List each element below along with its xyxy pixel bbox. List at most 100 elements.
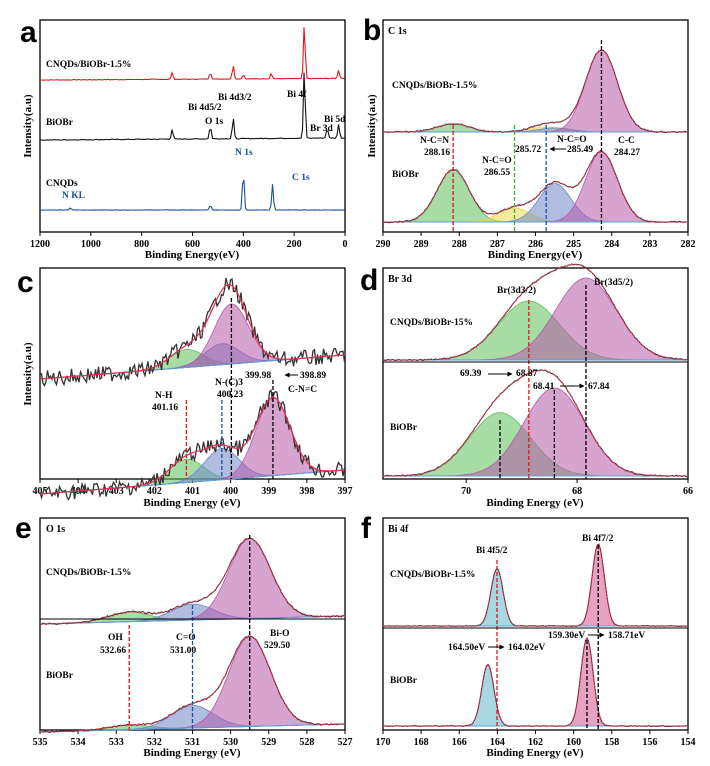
panel-d-annot-1-label: Br(3d5/2) bbox=[594, 277, 633, 288]
panel-b-tick-label: 283 bbox=[642, 239, 657, 250]
panel-e-tick-label: 529 bbox=[261, 737, 276, 748]
panel-f-annot-4-value: 159.30eV bbox=[548, 631, 585, 641]
panel-f-fit-envelope bbox=[383, 636, 688, 727]
panel-f-annot-1-label: Bi 4f7/2 bbox=[582, 534, 614, 544]
panel-a-series-biobr bbox=[39, 72, 345, 141]
panel-a-ylabel: Intensity(a.u) bbox=[22, 94, 34, 158]
panel-e-xticks: 535 534 533 532 531 530 529 528 527 bbox=[33, 730, 353, 748]
panel-a: a 1200 1000 800 600 400 200 0 Binding Energy(e… bbox=[20, 16, 348, 261]
panel-d-component bbox=[383, 387, 688, 477]
panel-f-xlabel: Binding Energy (eV) bbox=[486, 747, 584, 759]
panel-a-letter: a bbox=[20, 16, 37, 49]
panel-e-tick-label: 533 bbox=[109, 737, 124, 748]
panel-c-annot-0-label: N-H bbox=[155, 391, 173, 401]
panel-b-tick-label: 290 bbox=[376, 239, 391, 250]
panel-a-tick-label: 400 bbox=[236, 239, 251, 250]
panel-b-annot-0-label: N-C=N bbox=[420, 136, 449, 146]
panel-d-annot-5-value: 67.84 bbox=[588, 382, 610, 392]
panel-c-tick-label: 401 bbox=[185, 486, 200, 497]
panel-e-series-label-0: CNQDs/BiOBr-1.5% bbox=[46, 568, 131, 578]
panel-e: e O 1s 535 534 533 532 531 530 529 528 527 Bindi… bbox=[15, 512, 353, 759]
panel-e-tick-label: 535 bbox=[33, 737, 48, 748]
panel-d-title: Br 3d bbox=[388, 274, 412, 285]
panel-a-series-cnqds-biobr bbox=[40, 27, 345, 81]
panel-b: b C 1s 290 289 288 287 286 285 284 283 282 Bindi… bbox=[363, 14, 696, 261]
panel-c-annot-3-label: C-N=C bbox=[288, 385, 317, 395]
panel-d-xlabel: Binding Energy (eV) bbox=[486, 497, 584, 509]
panel-c-tick-label: 405 bbox=[33, 486, 48, 497]
panel-f-annot-2-value: 164.50eV bbox=[448, 643, 485, 653]
panel-e-fit-envelope bbox=[40, 537, 345, 625]
panel-f-frame bbox=[382, 517, 689, 731]
panel-d-annot-2-value: 69.39 bbox=[460, 369, 482, 379]
panel-c: c 405 404 403 402 401 400 399 398 397 Binding En… bbox=[17, 266, 353, 509]
panel-b-annot-4-label: C-C bbox=[618, 136, 635, 146]
panel-f-tick-label: 162 bbox=[528, 737, 543, 748]
panel-a-xlabel: Binding Energy(eV) bbox=[145, 249, 240, 261]
panel-b-raw-data bbox=[382, 49, 688, 134]
panel-e-tick-label: 531 bbox=[185, 737, 200, 748]
panel-e-plot bbox=[39, 535, 346, 734]
panel-b-annot-1-label: N-C=O bbox=[482, 156, 512, 166]
panel-a-tick-label: 1200 bbox=[30, 239, 50, 250]
panel-e-tick-label: 534 bbox=[71, 737, 86, 748]
panel-f-tick-label: 164 bbox=[490, 737, 505, 748]
panel-b-component bbox=[383, 49, 688, 133]
panel-c-annot-1-label: N-(C)3 bbox=[215, 377, 243, 388]
panel-b-tick-label: 287 bbox=[490, 239, 505, 250]
panel-b-annot-2-value: 285.72 bbox=[515, 145, 541, 155]
panel-c-tick-label: 400 bbox=[223, 486, 238, 497]
panel-c-raw-data bbox=[39, 388, 346, 501]
panel-d-xticks: 70 68 66 bbox=[461, 479, 693, 497]
panel-c-tick-label: 399 bbox=[261, 486, 276, 497]
panel-c-letter: c bbox=[17, 266, 34, 299]
panel-f-title: Bi 4f bbox=[388, 524, 409, 535]
panel-b-tick-label: 285 bbox=[566, 239, 581, 250]
panel-d-series-label-1: BiOBr bbox=[390, 423, 418, 433]
panel-c-ylabel: Intensity(a.u) bbox=[22, 342, 34, 406]
panel-e-annot-0-label: OH bbox=[108, 633, 123, 643]
panel-e-letter: e bbox=[15, 512, 32, 545]
panel-f-series-label-0: CNQDs/BiOBr-1.5% bbox=[390, 570, 475, 580]
panel-e-annot-1-label: C=O bbox=[176, 633, 196, 643]
panel-d-tick-label: 66 bbox=[683, 486, 693, 497]
panel-f-xticks: 170 168 166 164 162 160 158 156 154 bbox=[376, 730, 696, 748]
panel-a-series-label-2: CNQDs bbox=[46, 179, 78, 189]
panel-f-annot-3-value: 164.02eV bbox=[508, 643, 545, 653]
panel-e-title: O 1s bbox=[46, 524, 65, 535]
panel-c-tick-label: 403 bbox=[109, 486, 124, 497]
panel-e-annot-1-value: 531.00 bbox=[170, 646, 196, 656]
panel-b-fit-envelope bbox=[383, 49, 688, 133]
panel-b-annot-1-value: 286.55 bbox=[484, 168, 510, 178]
panel-c-xlabel: Binding Energy (eV) bbox=[143, 497, 241, 509]
panel-f-annot-5-value: 158.71eV bbox=[608, 631, 645, 641]
panel-a-series-label-0: CNQDs/BiOBr-1.5% bbox=[46, 60, 131, 70]
panel-f-tick-label: 160 bbox=[566, 737, 581, 748]
panel-b-tick-label: 282 bbox=[681, 239, 696, 250]
panel-a-tick-label: 800 bbox=[134, 239, 149, 250]
panel-b-tick-label: 289 bbox=[414, 239, 429, 250]
panel-f-tick-label: 154 bbox=[681, 737, 696, 748]
panel-f-raw-data bbox=[383, 543, 688, 628]
panel-a-annot-bi5d: Bi 5d bbox=[324, 115, 346, 125]
panel-b-plot bbox=[382, 40, 688, 232]
panel-b-tick-label: 288 bbox=[452, 239, 467, 250]
panel-b-xlabel: Binding Energy(eV) bbox=[488, 249, 583, 261]
panel-f-series-label-1: BiOBr bbox=[390, 676, 418, 686]
panel-e-annot-2-label: Bi-O bbox=[270, 629, 290, 639]
panel-a-annot-n1s: N 1s bbox=[235, 148, 253, 158]
panel-a-frame bbox=[39, 19, 346, 233]
panel-b-fit-envelope bbox=[383, 150, 688, 223]
panel-b-title: C 1s bbox=[388, 26, 407, 37]
panel-d-annot-4-value: 68.41 bbox=[533, 382, 555, 392]
panel-b-annot-4-value: 284.27 bbox=[614, 148, 640, 158]
panel-d-tick-label: 68 bbox=[572, 486, 582, 497]
panel-e-xlabel: Binding Energy (eV) bbox=[143, 747, 241, 759]
panel-d-fit-envelope bbox=[383, 369, 688, 477]
panel-d-annot-0-label: Br(3d3/2) bbox=[497, 285, 536, 296]
panel-f-plot bbox=[382, 543, 688, 730]
panel-b-letter: b bbox=[363, 14, 381, 47]
panel-a-annot-o1s: O 1s bbox=[205, 117, 224, 127]
panel-d-tick-label: 70 bbox=[461, 486, 471, 497]
panel-b-annot-3-value: 285.49 bbox=[567, 145, 593, 155]
